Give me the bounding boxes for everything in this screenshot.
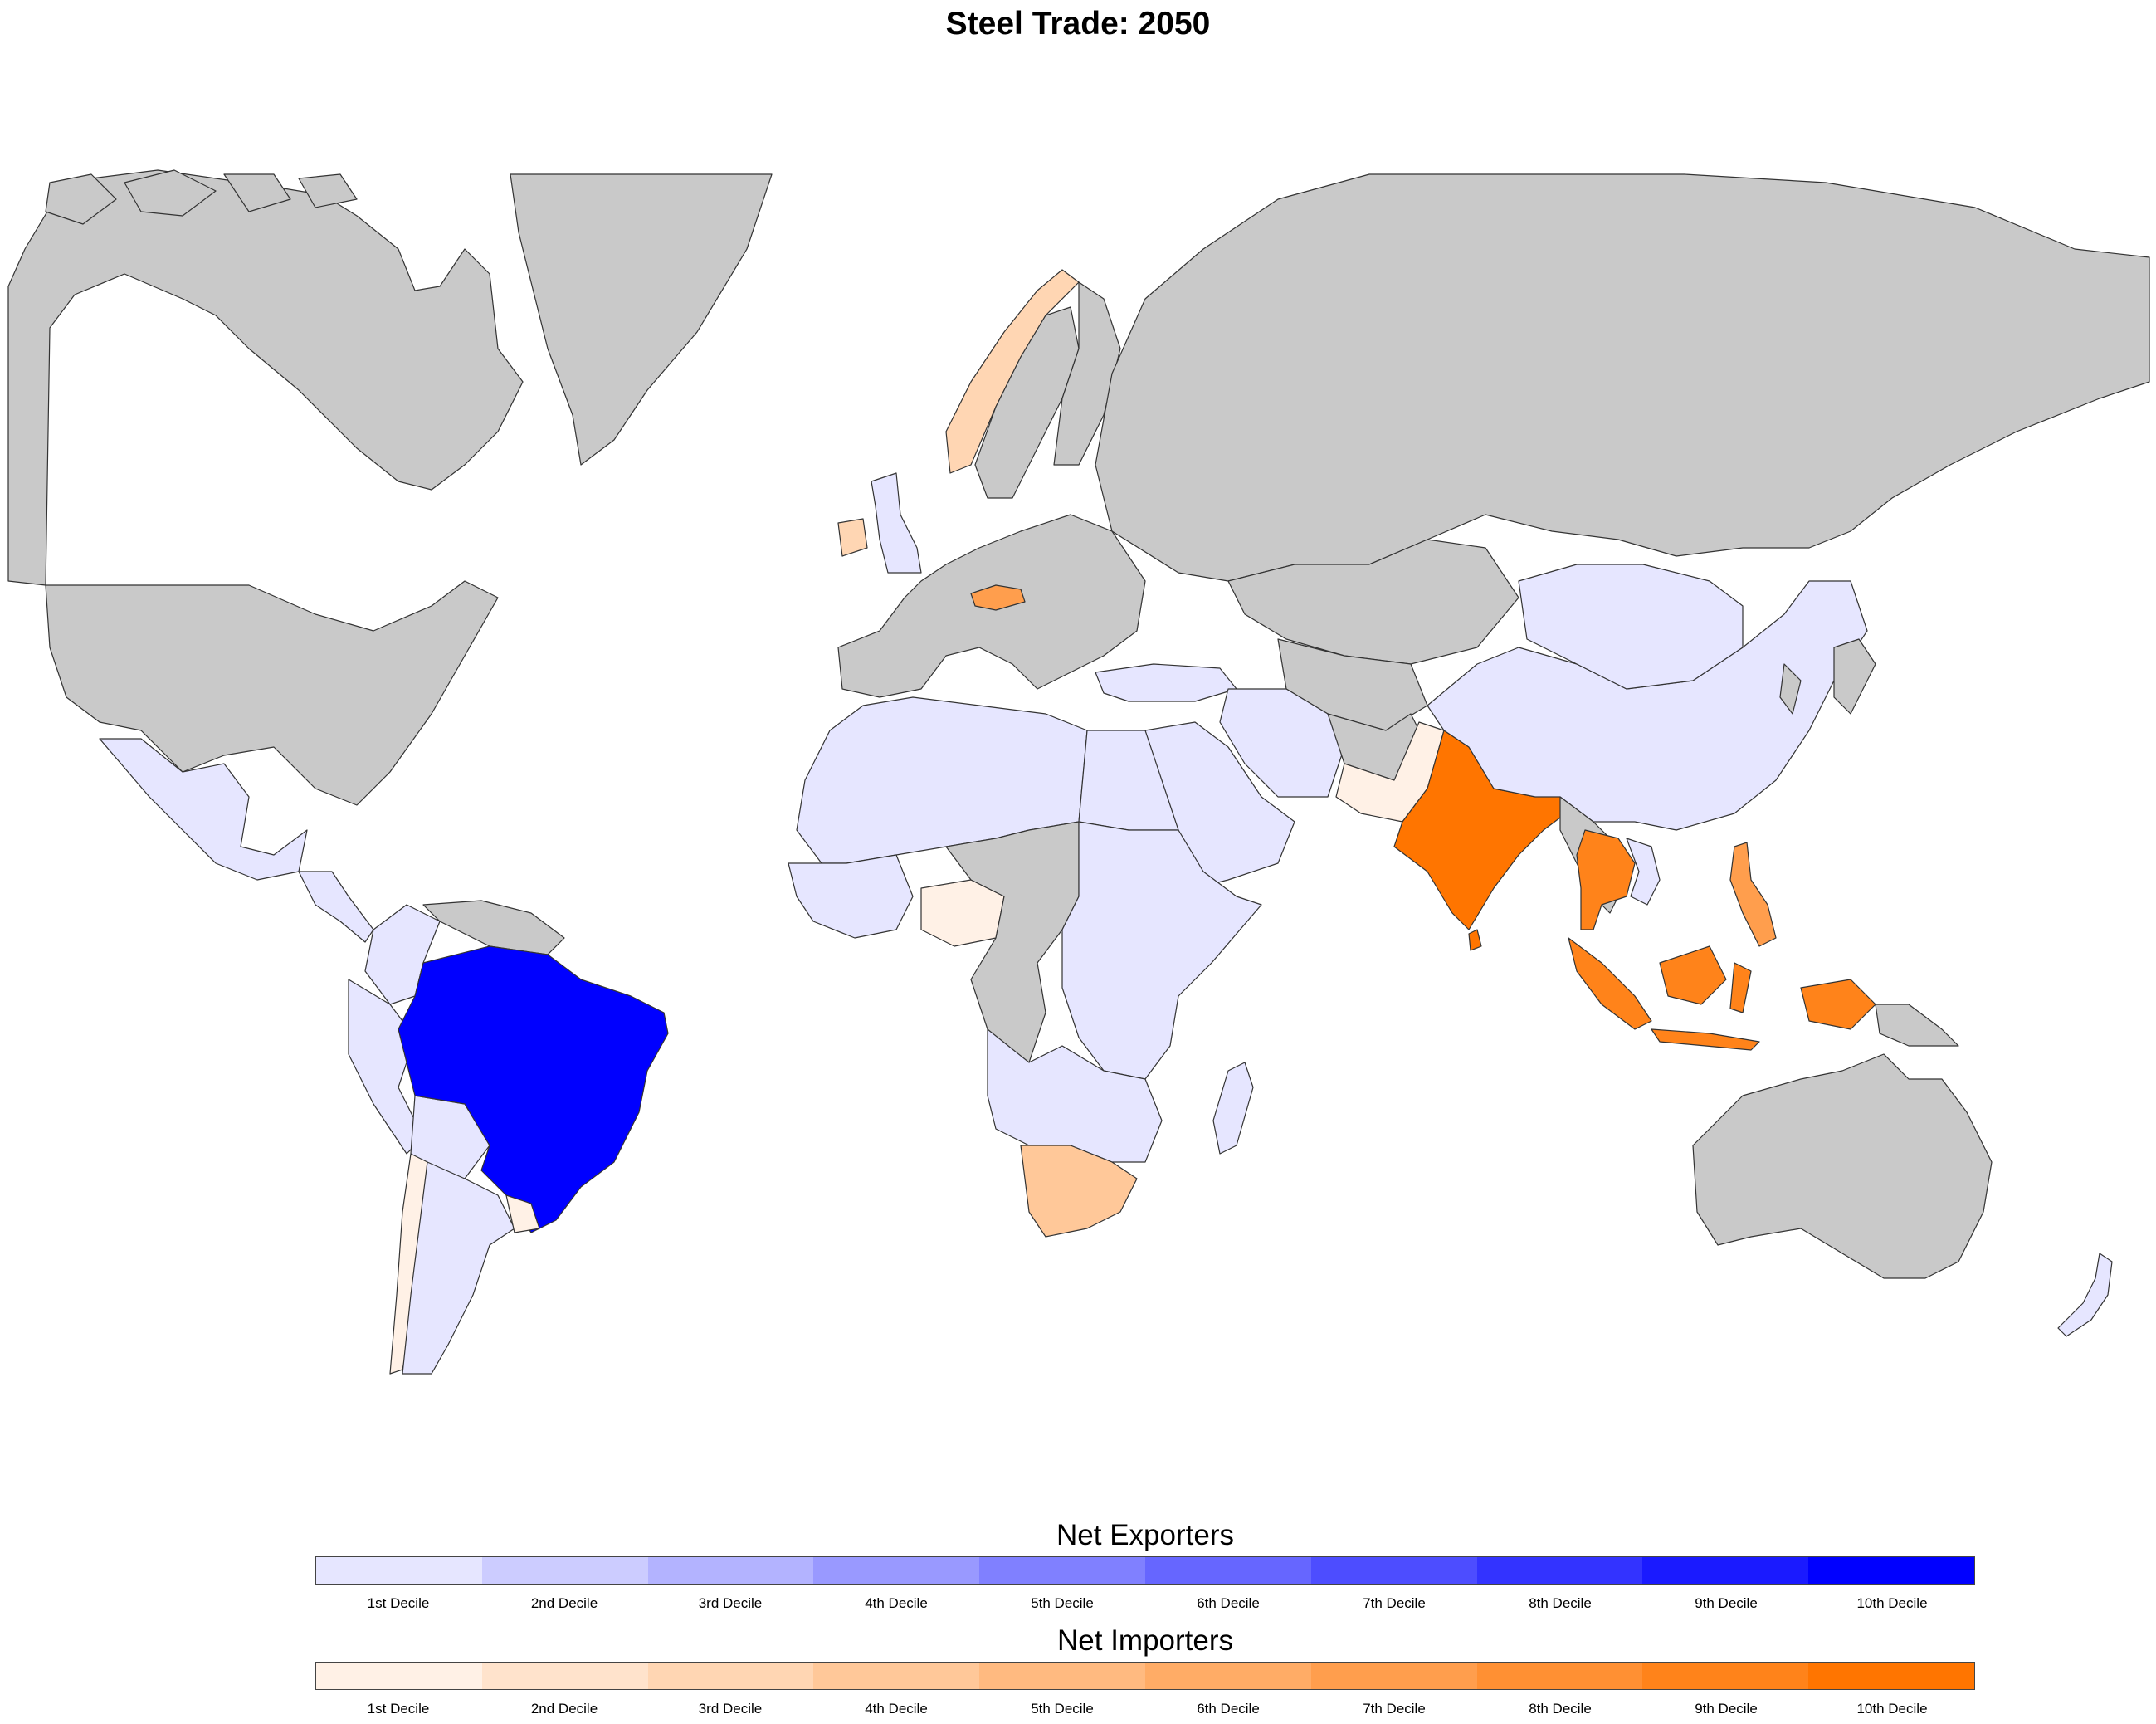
region-sri-lanka: India xyxy=(1468,929,1482,951)
region-russia: Russia xyxy=(1095,173,2150,582)
legend-exporters-swatch-4 xyxy=(813,1557,980,1584)
region-greenland: Greenland xyxy=(510,173,773,466)
legend-exporters-swatch-8 xyxy=(1476,1557,1643,1584)
legend-exporters-labels: 1st Decile 2nd Decile 3rd Decile 4th Decile… xyxy=(315,1595,1975,1613)
legend-exporters-label-9: 9th Decile xyxy=(1695,1595,1758,1611)
world-map: Canada Canada United States Greenland Me… xyxy=(7,169,2150,1375)
legend-importers-swatch-7 xyxy=(1310,1663,1477,1689)
legend-exporters-label-2: 2nd Decile xyxy=(530,1595,598,1611)
region-vietnam: China xyxy=(1626,838,1661,906)
legend-exporters-label-8: 8th Decile xyxy=(1529,1595,1592,1611)
region-mongolia: Mongolia xyxy=(1518,564,1744,690)
legend-exporters-label-6: 6th Decile xyxy=(1197,1595,1260,1611)
legend-exporters-swatch-1 xyxy=(316,1557,482,1584)
region-united-states: United States xyxy=(45,580,499,806)
region-finland: Finland xyxy=(1053,281,1121,466)
legend-exporters-swatch-10 xyxy=(1808,1557,1974,1584)
region-philippines: Philippines xyxy=(1729,842,1777,947)
region-ireland: Ireland xyxy=(837,518,868,557)
legend-importers-swatch-1 xyxy=(316,1663,482,1689)
region-east-africa: East Africa xyxy=(1061,821,1262,1080)
legend-importers-label-6: 6th Decile xyxy=(1197,1701,1260,1717)
region-australia: Australia xyxy=(1692,1053,1993,1279)
region-central-america: Central America xyxy=(298,871,374,943)
region-iran: Iran xyxy=(1219,688,1345,798)
legend-exporters-label-5: 5th Decile xyxy=(1031,1595,1094,1611)
legend-exporters-swatch-3 xyxy=(647,1557,814,1584)
region-madagascar: Madagascar xyxy=(1212,1062,1254,1155)
region-canada-arctic: Canada xyxy=(45,169,358,225)
region-southern-africa: Southern Africa xyxy=(987,1028,1163,1163)
region-brazil: Brazil xyxy=(398,945,669,1233)
legend-importers-colorbar xyxy=(315,1662,1975,1690)
region-norway: Norway xyxy=(945,269,1080,474)
region-indonesia: Indonesia xyxy=(1568,937,1876,1051)
region-central-africa: Central Africa xyxy=(945,821,1080,1080)
legend-importers-label-3: 3rd Decile xyxy=(698,1701,763,1717)
legend-importers-label-4: 4th Decile xyxy=(865,1701,928,1717)
legend-exporters-label-4: 4th Decile xyxy=(865,1595,928,1611)
legend-exporters-swatch-7 xyxy=(1310,1557,1477,1584)
region-austria: Austria xyxy=(970,584,1026,611)
legend-exporters-label-1: 1st Decile xyxy=(367,1595,430,1611)
legend-exporters-swatch-6 xyxy=(1144,1557,1311,1584)
region-papua-new-guinea: Papua New Guinea xyxy=(1875,1004,1959,1047)
legend-exporters-label-3: 3rd Decile xyxy=(698,1595,763,1611)
region-mexico: Mexico xyxy=(99,738,308,881)
legend-importers-labels: 1st Decile 2nd Decile 3rd Decile 4th Decile… xyxy=(315,1700,1975,1718)
region-uruguay: Uruguay xyxy=(505,1194,540,1233)
legend-importers-swatch-5 xyxy=(979,1663,1145,1689)
map-title: Steel Trade: 2050 xyxy=(945,6,1211,42)
legend-importers-swatch-2 xyxy=(481,1663,648,1689)
region-turkey: Turkey xyxy=(1095,663,1237,702)
legend-exporters-swatch-9 xyxy=(1642,1557,1809,1584)
legend-importers-title: Net Importers xyxy=(1057,1624,1233,1657)
legend-exporters-colorbar xyxy=(315,1556,1975,1585)
legend-exporters-swatch-5 xyxy=(979,1557,1145,1584)
legend-importers-label-7: 7th Decile xyxy=(1363,1701,1426,1717)
legend-importers-label-1: 1st Decile xyxy=(367,1701,430,1717)
region-united-kingdom: United Kingdom xyxy=(871,472,922,574)
legend-exporters-swatch-2 xyxy=(481,1557,648,1584)
legend-importers-swatch-3 xyxy=(647,1663,814,1689)
legend-exporters-label-10: 10th Decile xyxy=(1856,1595,1928,1611)
legend-importers-swatch-10 xyxy=(1808,1663,1974,1689)
legend-importers-label-2: 2nd Decile xyxy=(530,1701,598,1717)
legend-importers-swatch-4 xyxy=(813,1663,980,1689)
legend-importers-swatch-8 xyxy=(1476,1663,1643,1689)
legend-importers-label-9: 9th Decile xyxy=(1695,1701,1758,1717)
region-kazakhstan: Kazakhstan xyxy=(1227,539,1519,665)
legend-importers-label-5: 5th Decile xyxy=(1031,1701,1094,1717)
legend-importers-label-10: 10th Decile xyxy=(1856,1701,1928,1717)
legend-importers-swatch-6 xyxy=(1144,1663,1311,1689)
region-new-zealand: New Zealand xyxy=(2057,1253,2113,1337)
legend-exporters-title: Net Exporters xyxy=(1056,1519,1234,1551)
region-west-africa: North Africa xyxy=(788,854,914,939)
legend-exporters-label-7: 7th Decile xyxy=(1363,1595,1426,1611)
legend-importers-label-8: 8th Decile xyxy=(1529,1701,1592,1717)
legend-importers-swatch-9 xyxy=(1642,1663,1809,1689)
region-venezuela: Venezuela xyxy=(422,900,565,955)
region-canada: Canada xyxy=(7,169,524,586)
region-korea-japan: Russia xyxy=(1779,638,1876,715)
region-thailand: Thailand xyxy=(1576,829,1636,930)
region-south-africa: South Africa xyxy=(1020,1145,1138,1238)
region-argentina: Argentina xyxy=(402,1161,515,1375)
